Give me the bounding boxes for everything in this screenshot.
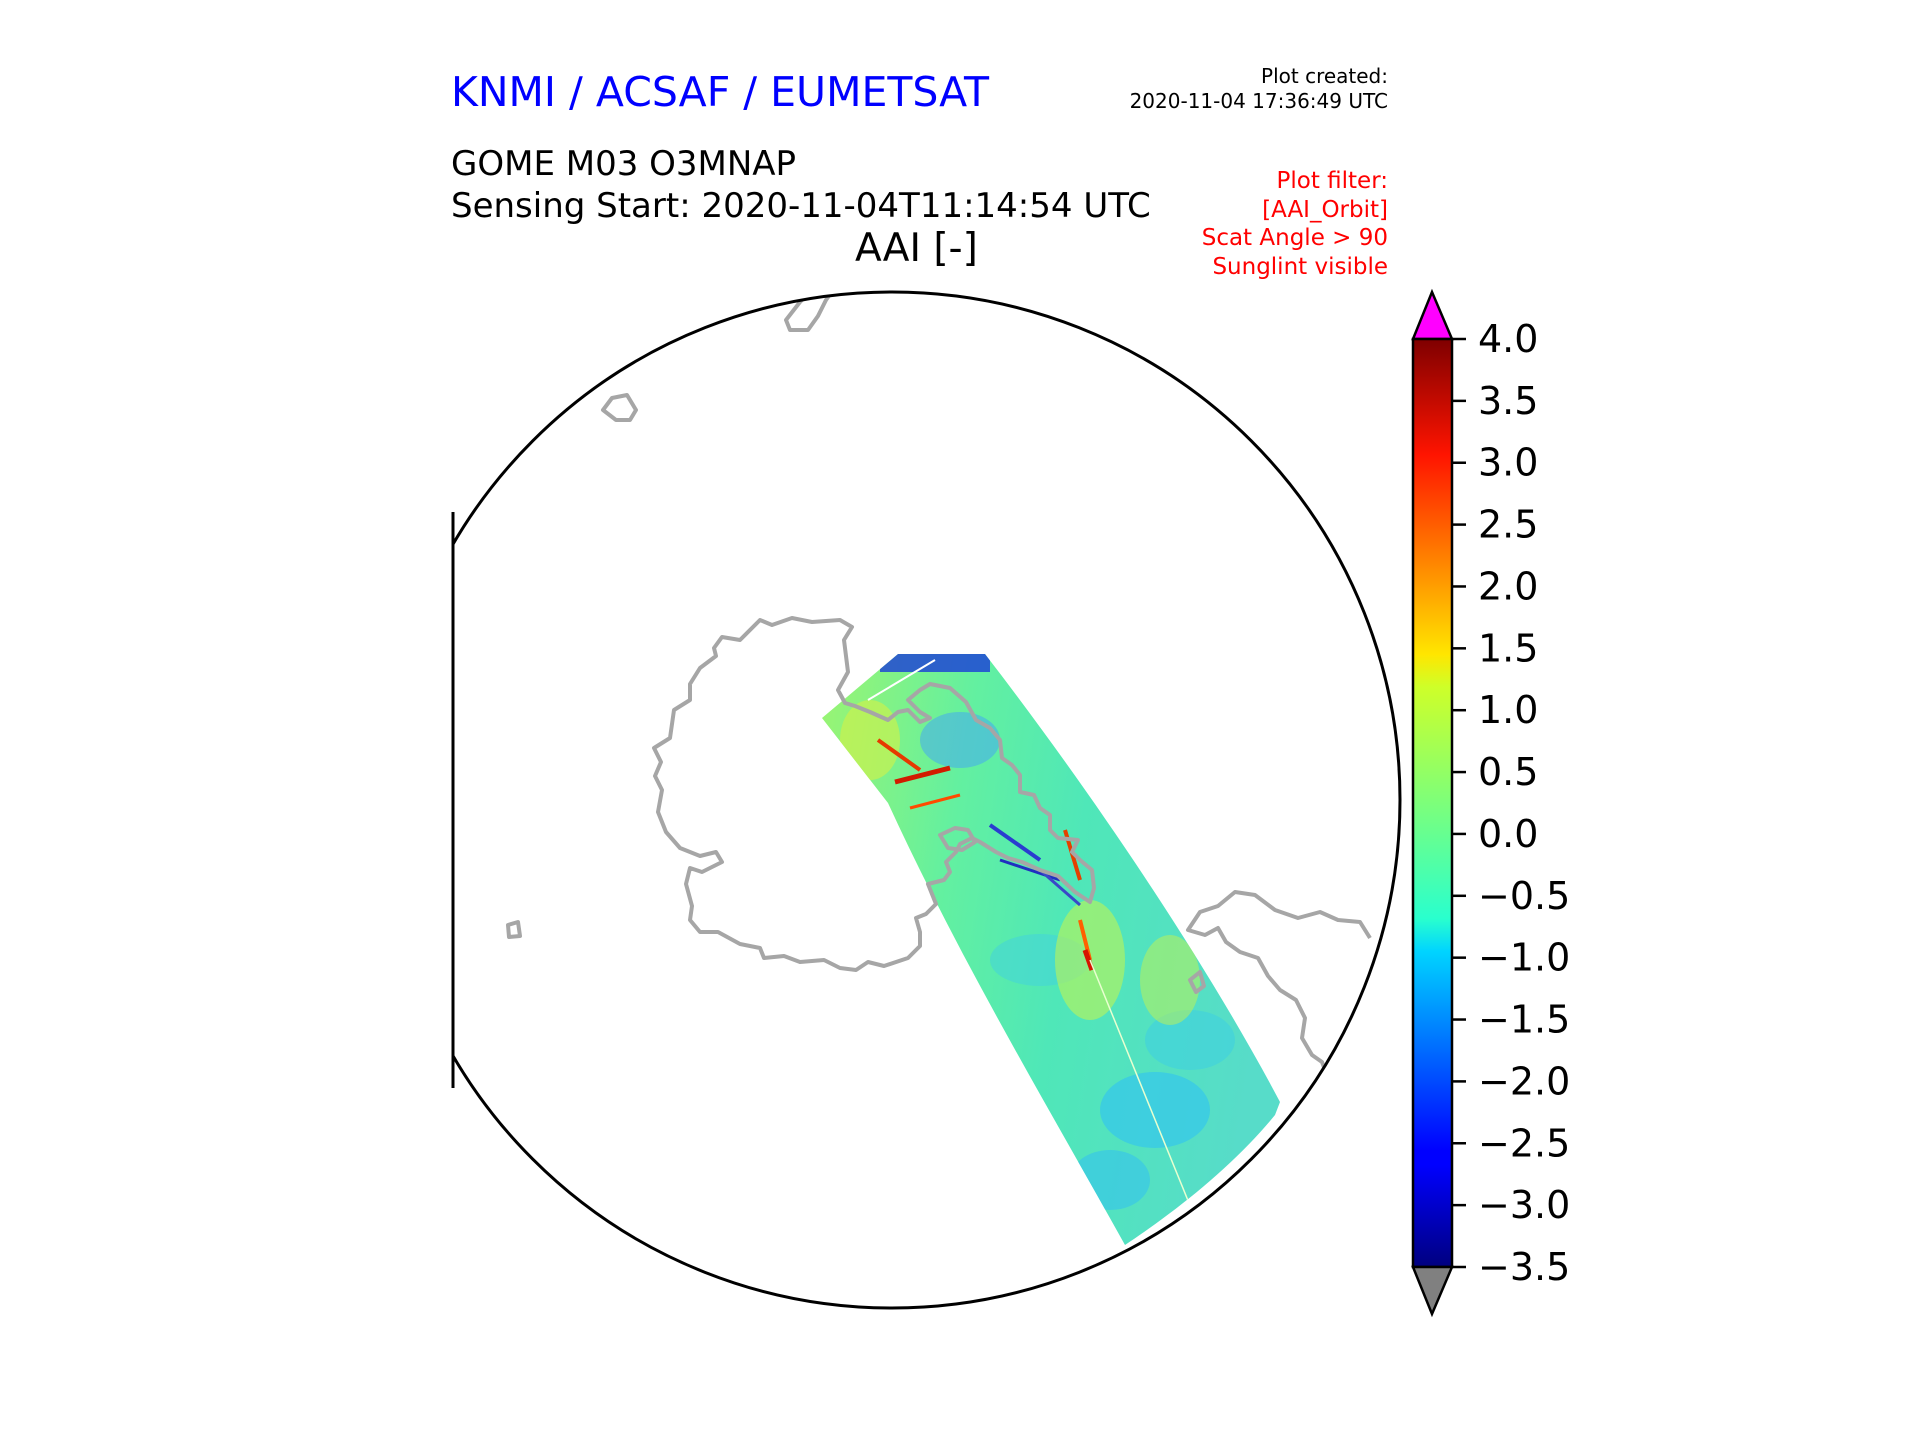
sensing-start: Sensing Start: 2020-11-04T11:14:54 UTC (451, 186, 1151, 226)
colorbar-tick-label: 2.0 (1478, 564, 1538, 608)
colorbar-tick-label: 3.5 (1478, 379, 1538, 423)
colorbar-tick-label: 3.0 (1478, 441, 1538, 485)
map-boundary (452, 290, 1402, 1310)
colorbar-tick-label: 1.5 (1478, 626, 1538, 670)
plot-filter: Plot filter: [AAI_Orbit] Scat Angle > 90… (1202, 167, 1388, 281)
plot-created-time: 2020-11-04 17:36:49 UTC (1129, 89, 1388, 113)
colorbar-tick-label: −2.5 (1478, 1121, 1570, 1165)
filter-line-3: Sunglint visible (1212, 253, 1388, 280)
filter-line-0: Plot filter: (1276, 168, 1388, 194)
antarctica-coastline (652, 616, 1096, 972)
ross-island-coastline (938, 826, 977, 852)
colorbar: 4.0 3.5 3.0 2.5 2.0 1.5 1.0 0.5 0.0 −0.5 −1.0 −1.5 −… (1411, 288, 1570, 1318)
colorbar-ticks: 4.0 3.5 3.0 2.5 2.0 1.5 1.0 0.5 0.0 −0.5 −1.0 −1.5 −… (1452, 317, 1570, 1289)
colorbar-gradient (1411, 337, 1454, 1269)
colorbar-tick-label: −1.5 (1478, 998, 1570, 1042)
new-zealand-north-coastline (845, 230, 870, 262)
product-name: GOME M03 O3MNAP (451, 144, 797, 184)
tasmania-coastline (601, 393, 638, 422)
colorbar-tick-label: −3.0 (1478, 1183, 1570, 1227)
colorbar-tick-label: 1.0 (1478, 688, 1538, 732)
new-zealand-south-coastline (784, 292, 847, 332)
colorbar-tick-label: 0.0 (1478, 812, 1538, 856)
filter-line-1: [AAI_Orbit] (1262, 196, 1388, 223)
colorbar-under-arrow (1411, 1265, 1454, 1318)
plot-created-label: Plot created: (1261, 64, 1388, 88)
subantarctic-island-coastline (506, 920, 522, 939)
colorbar-tick-label: 0.5 (1478, 750, 1538, 794)
variable-title: AAI [-] (855, 226, 978, 271)
small-island-coastline (1188, 970, 1206, 994)
colorbar-tick-label: −3.5 (1478, 1245, 1570, 1289)
colorbar-over-arrow (1411, 288, 1454, 341)
filter-line-2: Scat Angle > 90 (1201, 225, 1388, 251)
plot-created: Plot created: 2020-11-04 17:36:49 UTC (1130, 64, 1388, 114)
colorbar-tick-label: −1.0 (1478, 936, 1570, 980)
colorbar-tick-label: −0.5 (1478, 874, 1570, 918)
colorbar-tick-label: −2.0 (1478, 1059, 1570, 1103)
colorbar-tick-label: 4.0 (1478, 317, 1538, 361)
colorbar-tick-label: 2.5 (1478, 503, 1538, 547)
organisation-title: KNMI / ACSAF / EUMETSAT (451, 68, 990, 116)
